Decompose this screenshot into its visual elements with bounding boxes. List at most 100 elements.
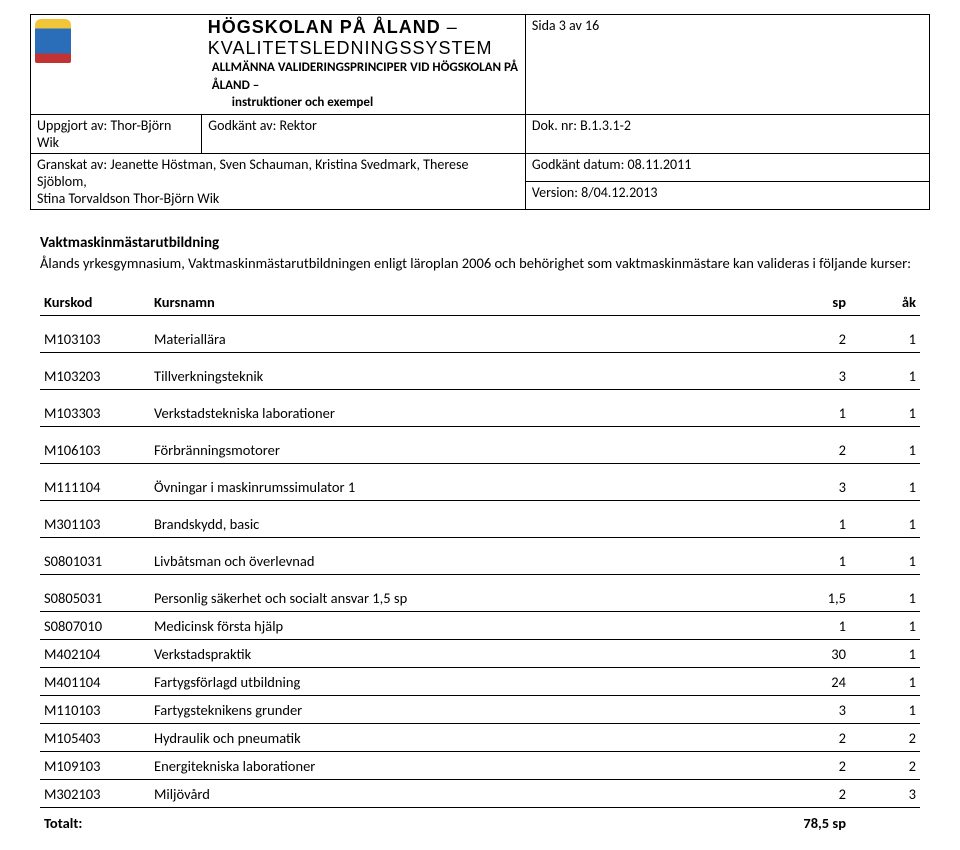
cell-code: S0807010 (40, 612, 150, 640)
cell-code: M302103 (40, 780, 150, 808)
cell-code: S0801031 (40, 538, 150, 575)
document-header: HÖGSKOLAN PÅ ÅLAND – KVALITETSLEDNINGSSY… (30, 14, 930, 210)
cell-ak: 1 (850, 501, 920, 538)
cell-ak: 1 (850, 640, 920, 668)
cell-ak: 1 (850, 390, 920, 427)
cell-sp: 3 (760, 353, 850, 390)
section-intro: Ålands yrkesgymnasium, Vaktmaskinmästaru… (40, 254, 920, 274)
cell-ak: 1 (850, 316, 920, 353)
cell-name: Materiallära (150, 316, 760, 353)
cell-ak: 1 (850, 668, 920, 696)
cell-code: M103203 (40, 353, 150, 390)
cell-sp: 1 (760, 390, 850, 427)
th-ak: åk (850, 291, 920, 316)
cell-sp: 1 (760, 501, 850, 538)
table-row: S0801031Livbåtsman och överlevnad11 (40, 538, 920, 575)
table-row: M109103Energitekniska laborationer22 (40, 752, 920, 780)
table-row: M302103Miljövård23 (40, 780, 920, 808)
cell-ak: 2 (850, 724, 920, 752)
version: Version: 8/04.12.2013 (532, 184, 658, 201)
table-row: S0807010Medicinsk första hjälp11 (40, 612, 920, 640)
cell-sp: 30 (760, 640, 850, 668)
cell-ak: 1 (850, 353, 920, 390)
approved-by: Godkänt av: Rektor (208, 117, 317, 134)
cell-code: M105403 (40, 724, 150, 752)
cell-name: Energitekniska laborationer (150, 752, 760, 780)
org-name-bold: HÖGSKOLAN PÅ ÅLAND (208, 17, 441, 37)
cell-sp: 1 (760, 612, 850, 640)
body-section: Vaktmaskinmästarutbildning Ålands yrkesg… (30, 210, 930, 837)
table-row: M103303Verkstadstekniska laborationer11 (40, 390, 920, 427)
cell-code: M402104 (40, 640, 150, 668)
cell-code: S0805031 (40, 575, 150, 612)
org-subtitle-2: instruktioner och exempel (208, 94, 519, 112)
cell-ak: 1 (850, 696, 920, 724)
cell-code: M111104 (40, 464, 150, 501)
section-title: Vaktmaskinmästarutbildning (40, 234, 920, 252)
cell-code: M110103 (40, 696, 150, 724)
org-name-sep: – (441, 17, 458, 37)
cell-name: Förbränningsmotorer (150, 427, 760, 464)
table-row: M106103Förbränningsmotorer21 (40, 427, 920, 464)
table-total-row: Totalt: 78,5 sp (40, 808, 920, 837)
cell-name: Personlig säkerhet och socialt ansvar 1,… (150, 575, 760, 612)
th-code: Kurskod (40, 291, 150, 316)
table-row: M110103Fartygsteknikens grunder31 (40, 696, 920, 724)
school-logo (35, 19, 71, 63)
cell-name: Övningar i maskinrumssimulator 1 (150, 464, 760, 501)
cell-ak: 1 (850, 612, 920, 640)
cell-ak: 3 (850, 780, 920, 808)
table-row: M301103Brandskydd, basic11 (40, 501, 920, 538)
table-header-row: Kurskod Kursnamn sp åk (40, 291, 920, 316)
reviewed-by-1: Granskat av: Jeanette Höstman, Sven Scha… (37, 156, 519, 190)
cell-ak: 1 (850, 464, 920, 501)
cell-ak: 1 (850, 427, 920, 464)
course-table: Kurskod Kursnamn sp åk M103103Materiallä… (40, 291, 920, 836)
table-row: M103203Tillverkningsteknik31 (40, 353, 920, 390)
cell-sp: 2 (760, 752, 850, 780)
cell-name: Verkstadspraktik (150, 640, 760, 668)
approved-date: Godkänt datum: 08.11.2011 (532, 156, 691, 173)
cell-name: Tillverkningsteknik (150, 353, 760, 390)
cell-sp: 3 (760, 696, 850, 724)
cell-code: M103303 (40, 390, 150, 427)
cell-code: M103103 (40, 316, 150, 353)
cell-ak: 1 (850, 575, 920, 612)
cell-sp: 2 (760, 316, 850, 353)
page-number: Sida 3 av 16 (532, 17, 599, 34)
cell-sp: 1,5 (760, 575, 850, 612)
cell-name: Fartygsteknikens grunder (150, 696, 760, 724)
cell-sp: 3 (760, 464, 850, 501)
cell-code: M401104 (40, 668, 150, 696)
cell-sp: 1 (760, 538, 850, 575)
cell-code: M109103 (40, 752, 150, 780)
table-row: M111104Övningar i maskinrumssimulator 13… (40, 464, 920, 501)
table-row: M402104Verkstadspraktik301 (40, 640, 920, 668)
reviewed-by-2: Stina Torvaldson Thor-Björn Wik (37, 190, 519, 207)
th-name: Kursnamn (150, 291, 760, 316)
table-row: S0805031Personlig säkerhet och socialt a… (40, 575, 920, 612)
cell-name: Medicinsk första hjälp (150, 612, 760, 640)
total-label: Totalt: (40, 808, 150, 837)
cell-code: M106103 (40, 427, 150, 464)
cell-name: Hydraulik och pneumatik (150, 724, 760, 752)
cell-name: Fartygsförlagd utbildning (150, 668, 760, 696)
cell-sp: 2 (760, 427, 850, 464)
table-row: M103103Materiallära21 (40, 316, 920, 353)
cell-name: Livbåtsman och överlevnad (150, 538, 760, 575)
cell-name: Miljövård (150, 780, 760, 808)
org-name-rest: KVALITETSLEDNINGSSYSTEM (208, 38, 493, 58)
cell-sp: 2 (760, 780, 850, 808)
cell-sp: 2 (760, 724, 850, 752)
cell-ak: 2 (850, 752, 920, 780)
org-title: HÖGSKOLAN PÅ ÅLAND – KVALITETSLEDNINGSSY… (208, 17, 519, 59)
cell-name: Verkstadstekniska laborationer (150, 390, 760, 427)
th-sp: sp (760, 291, 850, 316)
total-sp: 78,5 sp (760, 808, 850, 837)
cell-name: Brandskydd, basic (150, 501, 760, 538)
cell-sp: 24 (760, 668, 850, 696)
prepared-by: Uppgjort av: Thor-Björn Wik (37, 117, 171, 151)
doc-number: Dok. nr: B.1.3.1-2 (532, 117, 631, 134)
cell-ak: 1 (850, 538, 920, 575)
org-subtitle-1: ALLMÄNNA VALIDERINGSPRINCIPER VID HÖGSKO… (208, 59, 519, 94)
